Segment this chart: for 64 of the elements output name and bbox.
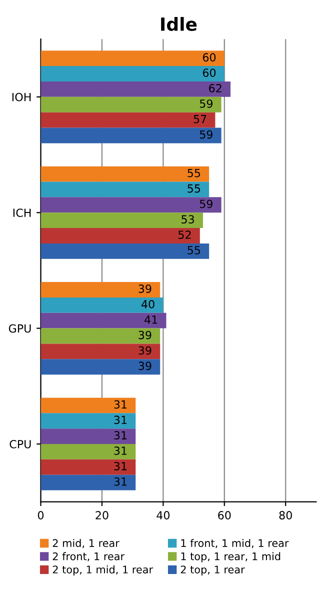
data-label: 31 bbox=[114, 400, 127, 409]
bar bbox=[40, 212, 203, 228]
data-label: 60 bbox=[202, 68, 216, 77]
data-label: 62 bbox=[209, 84, 222, 92]
bar bbox=[40, 182, 210, 198]
legend-label: 2 mid, 1 rear bbox=[52, 538, 120, 548]
data-label: 55 bbox=[188, 184, 200, 193]
data-label: 55 bbox=[188, 246, 200, 254]
data-label: 31 bbox=[114, 462, 127, 470]
data-label: 31 bbox=[114, 416, 127, 424]
bar bbox=[40, 444, 136, 460]
legend-label: 1 top, 1 rear, 1 mid bbox=[181, 552, 280, 562]
y-tick-label: ICH bbox=[13, 208, 31, 217]
bar bbox=[40, 398, 136, 414]
bar bbox=[40, 312, 166, 328]
bar bbox=[40, 96, 222, 112]
bar bbox=[40, 243, 210, 259]
data-label: 41 bbox=[144, 316, 158, 324]
data-label: 39 bbox=[138, 362, 152, 370]
data-label: 55 bbox=[188, 169, 200, 178]
bar bbox=[40, 112, 216, 128]
x-tick-label: 40 bbox=[156, 511, 170, 520]
y-tick-label: IOH bbox=[12, 92, 31, 102]
bar bbox=[40, 428, 136, 444]
data-label: 59 bbox=[200, 200, 212, 208]
bar bbox=[40, 66, 224, 82]
data-label: 59 bbox=[200, 130, 212, 139]
data-label: 40 bbox=[142, 300, 154, 308]
x-tick-label: 0 bbox=[38, 511, 44, 520]
bar bbox=[40, 344, 160, 360]
data-label: 57 bbox=[194, 115, 206, 124]
data-label: 31 bbox=[114, 446, 127, 455]
bar bbox=[40, 359, 160, 375]
data-label: 39 bbox=[138, 330, 152, 340]
data-label: 59 bbox=[200, 99, 212, 108]
data-label: 60 bbox=[202, 53, 216, 62]
x-tick-label: 80 bbox=[279, 511, 292, 520]
y-tick-label: CPU bbox=[10, 440, 31, 448]
data-label: 39 bbox=[138, 346, 152, 355]
chart-title: Idle bbox=[161, 17, 197, 31]
data-label: 53 bbox=[182, 215, 194, 224]
bar bbox=[40, 328, 160, 344]
bar bbox=[40, 128, 222, 144]
legend-label: 2 top, 1 mid, 1 rear bbox=[52, 565, 154, 576]
x-tick-label: 60 bbox=[218, 511, 231, 520]
x-tick-label: 20 bbox=[96, 511, 108, 520]
data-label: 31 bbox=[114, 477, 127, 486]
data-label: 31 bbox=[114, 431, 127, 440]
bar bbox=[40, 166, 210, 182]
legend-label: 2 front, 1 rear bbox=[52, 552, 125, 562]
bar bbox=[40, 50, 224, 66]
legend-label: 2 top, 1 rear bbox=[180, 566, 245, 576]
bar bbox=[40, 459, 136, 475]
bar bbox=[40, 282, 160, 298]
bar bbox=[40, 474, 136, 490]
bar bbox=[40, 413, 136, 429]
bar bbox=[40, 197, 222, 213]
data-label: 52 bbox=[178, 230, 191, 239]
bar bbox=[40, 297, 164, 313]
bar bbox=[40, 81, 231, 97]
bar bbox=[40, 228, 200, 244]
legend-label: 1 front, 1 mid, 1 rear bbox=[181, 538, 289, 548]
y-tick-label: GPU bbox=[8, 324, 31, 333]
data-label: 39 bbox=[138, 284, 152, 293]
